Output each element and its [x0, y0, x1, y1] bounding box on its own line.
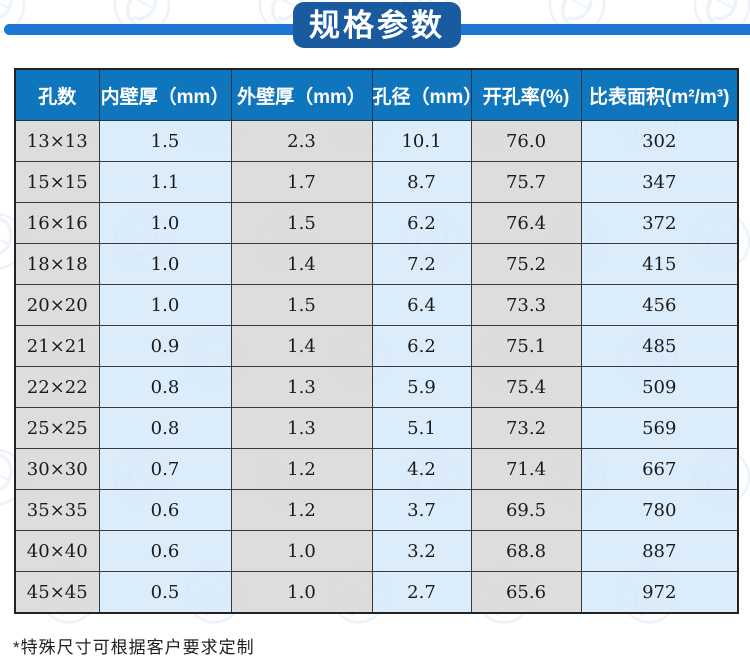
- table-cell: 2.3: [230, 120, 373, 162]
- table-cell: 2.7: [371, 571, 472, 614]
- table-cell: 485: [580, 325, 739, 367]
- table-cell: 0.5: [98, 571, 232, 614]
- table-cell: 972: [580, 571, 739, 614]
- table-cell: 22×22: [14, 366, 100, 408]
- table-cell: 8.7: [371, 161, 472, 203]
- table-row: 16×16 1.0 1.5 6.2 76.4 372: [14, 202, 739, 244]
- table-cell: 0.8: [98, 407, 232, 449]
- table-cell: 0.9: [98, 325, 232, 367]
- table-cell: 1.5: [230, 284, 373, 326]
- column-header: 比表面积(m²/m³): [580, 68, 739, 121]
- table-cell: 4.2: [371, 448, 472, 490]
- footnote: *特殊尺寸可根据客户要求定制: [13, 638, 255, 657]
- table-cell: 1.3: [230, 366, 373, 408]
- table-cell: 1.0: [98, 284, 232, 326]
- table-cell: 30×30: [14, 448, 100, 490]
- column-header: 外壁厚（mm）: [230, 68, 373, 121]
- table-cell: 0.7: [98, 448, 232, 490]
- table-cell: 5.9: [371, 366, 472, 408]
- table-cell: 887: [580, 530, 739, 572]
- table-cell: 73.3: [470, 284, 582, 326]
- table-cell: 1.0: [230, 530, 373, 572]
- table-cell: 1.2: [230, 489, 373, 531]
- table-cell: 0.6: [98, 489, 232, 531]
- table-cell: 1.0: [98, 243, 232, 285]
- table-cell: 75.7: [470, 161, 582, 203]
- table-cell: 25×25: [14, 407, 100, 449]
- table-cell: 18×18: [14, 243, 100, 285]
- table-cell: 6.2: [371, 202, 472, 244]
- table-row: 30×30 0.7 1.2 4.2 71.4 667: [14, 448, 739, 490]
- table-cell: 1.0: [230, 571, 373, 614]
- table-cell: 76.4: [470, 202, 582, 244]
- table-cell: 3.7: [371, 489, 472, 531]
- table-cell: 569: [580, 407, 739, 449]
- table-cell: 1.0: [98, 202, 232, 244]
- table-cell: 667: [580, 448, 739, 490]
- table-row: 40×40 0.6 1.0 3.2 68.8 887: [14, 530, 739, 572]
- table-cell: 75.1: [470, 325, 582, 367]
- table-cell: 45×45: [14, 571, 100, 614]
- table-cell: 1.1: [98, 161, 232, 203]
- table-cell: 3.2: [371, 530, 472, 572]
- table-cell: 6.2: [371, 325, 472, 367]
- table-cell: 1.5: [230, 202, 373, 244]
- column-header: 内壁厚（mm）: [98, 68, 232, 121]
- table-row: 22×22 0.8 1.3 5.9 75.4 509: [14, 366, 739, 408]
- table-cell: 1.7: [230, 161, 373, 203]
- table-row: 15×15 1.1 1.7 8.7 75.7 347: [14, 161, 739, 203]
- table-cell: 40×40: [14, 530, 100, 572]
- table-cell: 75.2: [470, 243, 582, 285]
- table-cell: 302: [580, 120, 739, 162]
- table-row: 35×35 0.6 1.2 3.7 69.5 780: [14, 489, 739, 531]
- table-cell: 1.2: [230, 448, 373, 490]
- column-header: 开孔率(%): [470, 68, 582, 121]
- table-cell: 65.6: [470, 571, 582, 614]
- table-cell: 1.5: [98, 120, 232, 162]
- table-cell: 372: [580, 202, 739, 244]
- column-header: 孔径（mm）: [371, 68, 482, 121]
- table-row: 45×45 0.5 1.0 2.7 65.6 972: [14, 571, 739, 614]
- title-bar: 规格参数: [0, 0, 750, 56]
- spec-table: 孔数 内壁厚（mm） 外壁厚（mm） 孔径（mm） 开孔率(%) 比表面积(m²/m³) …: [14, 68, 739, 614]
- table-cell: 15×15: [14, 161, 100, 203]
- table-cell: 509: [580, 366, 739, 408]
- table-cell: 76.0: [470, 120, 582, 162]
- table-cell: 10.1: [371, 120, 472, 162]
- table-cell: 1.3: [230, 407, 373, 449]
- title-badge: 规格参数: [293, 2, 461, 48]
- table-cell: 13×13: [14, 120, 100, 162]
- table-cell: 73.2: [470, 407, 582, 449]
- table-cell: 21×21: [14, 325, 100, 367]
- table-cell: 69.5: [470, 489, 582, 531]
- table-row: 18×18 1.0 1.4 7.2 75.2 415: [14, 243, 739, 285]
- table-cell: 6.4: [371, 284, 472, 326]
- table-cell: 1.4: [230, 325, 373, 367]
- table-cell: 35×35: [14, 489, 100, 531]
- table-cell: 456: [580, 284, 739, 326]
- table-cell: 1.4: [230, 243, 373, 285]
- table-cell: 71.4: [470, 448, 582, 490]
- table-cell: 75.4: [470, 366, 582, 408]
- table-row: 21×21 0.9 1.4 6.2 75.1 485: [14, 325, 739, 367]
- page-title: 规格参数: [309, 7, 445, 43]
- table-row: 13×13 1.5 2.3 10.1 76.0 302: [14, 120, 739, 162]
- table-header-row: 孔数 内壁厚（mm） 外壁厚（mm） 孔径（mm） 开孔率(%) 比表面积(m²/m³): [14, 68, 739, 121]
- table-cell: 16×16: [14, 202, 100, 244]
- table-cell: 780: [580, 489, 739, 531]
- table-cell: 20×20: [14, 284, 100, 326]
- table-cell: 0.6: [98, 530, 232, 572]
- table-row: 20×20 1.0 1.5 6.4 73.3 456: [14, 284, 739, 326]
- table-cell: 415: [580, 243, 739, 285]
- table-row: 25×25 0.8 1.3 5.1 73.2 569: [14, 407, 739, 449]
- table-cell: 7.2: [371, 243, 472, 285]
- table-cell: 0.8: [98, 366, 232, 408]
- column-header: 孔数: [14, 68, 100, 121]
- table-cell: 68.8: [470, 530, 582, 572]
- table-cell: 347: [580, 161, 739, 203]
- table-cell: 5.1: [371, 407, 472, 449]
